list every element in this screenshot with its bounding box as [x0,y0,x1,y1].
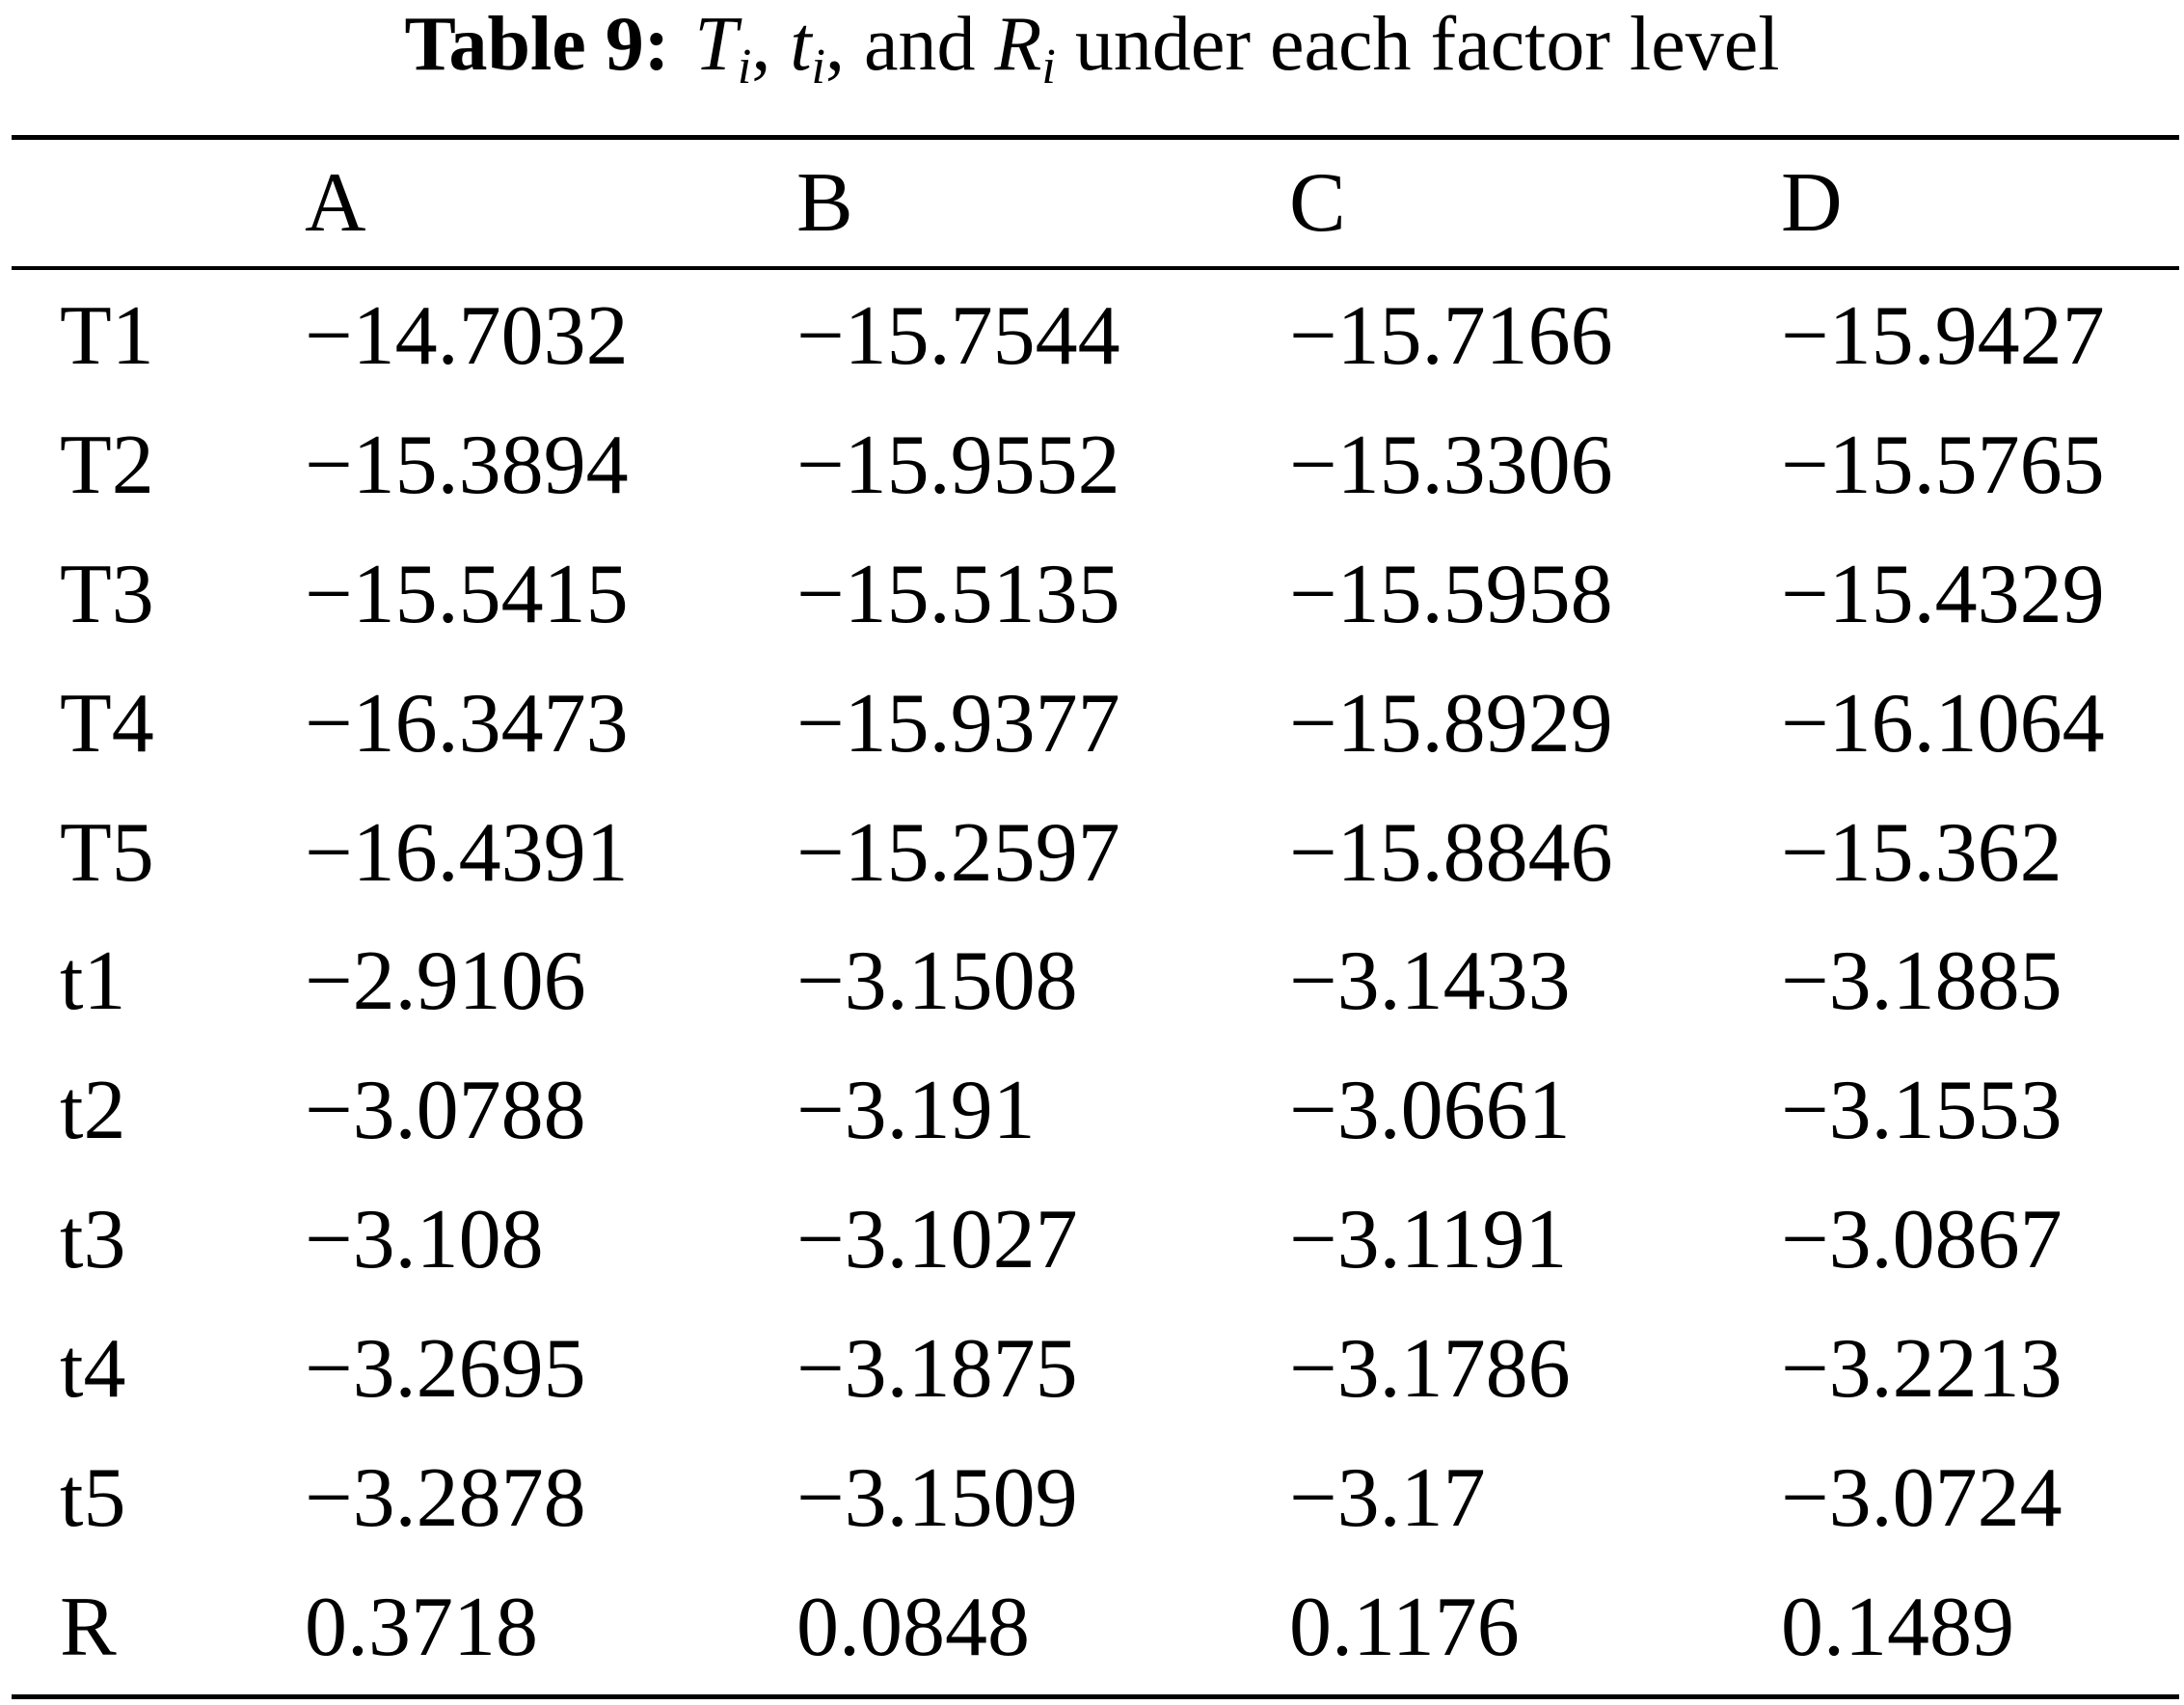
value-cell-d: 0.1489 [1781,1580,2014,1674]
column-header-c: C [1289,155,1346,250]
value-cell-b: −3.1027 [796,1193,1078,1287]
value-cell-c: −3.1433 [1289,934,1571,1029]
value-cell-a: −14.7032 [305,288,629,383]
caption-symbol-R: R [994,2,1042,87]
column-header-a: A [305,155,366,250]
row-label-cell: T1 [60,288,154,383]
value-cell-c: −3.1191 [1289,1193,1568,1287]
value-cell-d: −15.362 [1781,805,2063,900]
row-label-cell: T4 [60,676,154,771]
value-cell-a: 0.3718 [305,1580,538,1674]
table-row: t2 −3.0788 −3.191 −3.0661 −3.1553 [12,1046,2179,1176]
value-cell-a: −15.3894 [305,418,629,512]
value-cell-a: −3.2878 [305,1450,586,1545]
value-cell-a: −3.0788 [305,1064,586,1158]
value-cell-c: −3.1786 [1289,1322,1571,1417]
value-cell-c: −15.7166 [1289,288,1613,383]
value-cell-b: −3.191 [796,1064,1036,1158]
value-cell-c: 0.1176 [1289,1580,1520,1674]
value-cell-b: −15.7544 [796,288,1120,383]
table-row: t4 −3.2695 −3.1875 −3.1786 −3.2213 [12,1305,2179,1434]
value-cell-b: 0.0848 [796,1580,1030,1674]
table-bottom-rule [12,1694,2179,1699]
value-cell-b: −15.2597 [796,805,1120,900]
caption-text: under each factor level [1074,2,1780,87]
caption-separator: , and [825,2,976,87]
row-label-cell: T5 [60,805,154,900]
table-row: T2 −15.3894 −15.9552 −15.3306 −15.5765 [12,401,2179,530]
value-cell-c: −15.3306 [1289,418,1613,512]
value-cell-b: −3.1508 [796,934,1078,1029]
results-table: A B C D T1 −14.7032 −15.7544 −15.7166 −15.94… [12,140,2179,1692]
table-body: T1 −14.7032 −15.7544 −15.7166 −15.9427 T2 −15.… [12,266,2179,1692]
row-label-cell: t2 [60,1064,126,1158]
value-cell-c: −3.17 [1289,1450,1486,1545]
table-row: t3 −3.108 −3.1027 −3.1191 −3.0867 [12,1176,2179,1305]
value-cell-a: −3.108 [305,1193,544,1287]
table-row: T3 −15.5415 −15.5135 −15.5958 −15.4329 [12,530,2179,660]
value-cell-a: −3.2695 [305,1322,586,1417]
caption-symbol-T: T [694,2,738,87]
row-label-cell: T2 [60,418,154,512]
table-row: R 0.3718 0.0848 0.1176 0.1489 [12,1563,2179,1692]
value-cell-a: −15.5415 [305,547,629,641]
row-label-cell: R [60,1580,117,1674]
value-cell-d: −3.0867 [1781,1193,2063,1287]
value-cell-c: −15.8929 [1289,676,1613,771]
value-cell-d: −3.0724 [1781,1450,2063,1545]
value-cell-b: −3.1509 [796,1450,1078,1545]
table-header-row: A B C D [12,140,2179,266]
caption-subscript-i: i [737,40,752,95]
row-label-cell: t3 [60,1193,126,1287]
row-label-cell: t4 [60,1322,126,1417]
value-cell-d: −15.5765 [1781,418,2105,512]
caption-subscript-i: i [1041,40,1056,95]
caption-symbol-t: t [790,2,812,87]
table-row: T1 −14.7032 −15.7544 −15.7166 −15.9427 [12,266,2179,401]
value-cell-d: −3.2213 [1781,1322,2063,1417]
value-cell-a: −16.3473 [305,676,629,771]
value-cell-c: −15.8846 [1289,805,1613,900]
column-header-d: D [1781,155,1843,250]
value-cell-d: −3.1553 [1781,1064,2063,1158]
caption-label: Table 9: [404,2,670,87]
column-header-b: B [796,155,853,250]
value-cell-b: −3.1875 [796,1322,1078,1417]
value-cell-d: −15.4329 [1781,547,2105,641]
value-cell-b: −15.5135 [796,547,1120,641]
table-row: T5 −16.4391 −15.2597 −15.8846 −15.362 [12,789,2179,918]
table-row: t5 −3.2878 −3.1509 −3.17 −3.0724 [12,1434,2179,1563]
value-cell-a: −16.4391 [305,805,629,900]
value-cell-a: −2.9106 [305,934,586,1029]
value-cell-c: −15.5958 [1289,547,1613,641]
table-caption: Table 9: Ti, ti, and Ri under each factor… [0,0,2184,106]
table-top-rule [12,135,2179,140]
value-cell-b: −15.9552 [796,418,1120,512]
row-label-cell: t1 [60,934,126,1029]
table-row: T4 −16.3473 −15.9377 −15.8929 −16.1064 [12,660,2179,789]
row-label-cell: T3 [60,547,154,641]
caption-separator: , [751,2,771,87]
value-cell-c: −3.0661 [1289,1064,1571,1158]
caption-subscript-i: i [811,40,825,95]
table-row: t1 −2.9106 −3.1508 −3.1433 −3.1885 [12,917,2179,1046]
table-header-rule [12,266,2179,270]
value-cell-d: −15.9427 [1781,288,2105,383]
value-cell-d: −3.1885 [1781,934,2063,1029]
row-label-cell: t5 [60,1450,126,1545]
value-cell-d: −16.1064 [1781,676,2105,771]
column-header-row-label [12,140,305,266]
value-cell-b: −15.9377 [796,676,1120,771]
